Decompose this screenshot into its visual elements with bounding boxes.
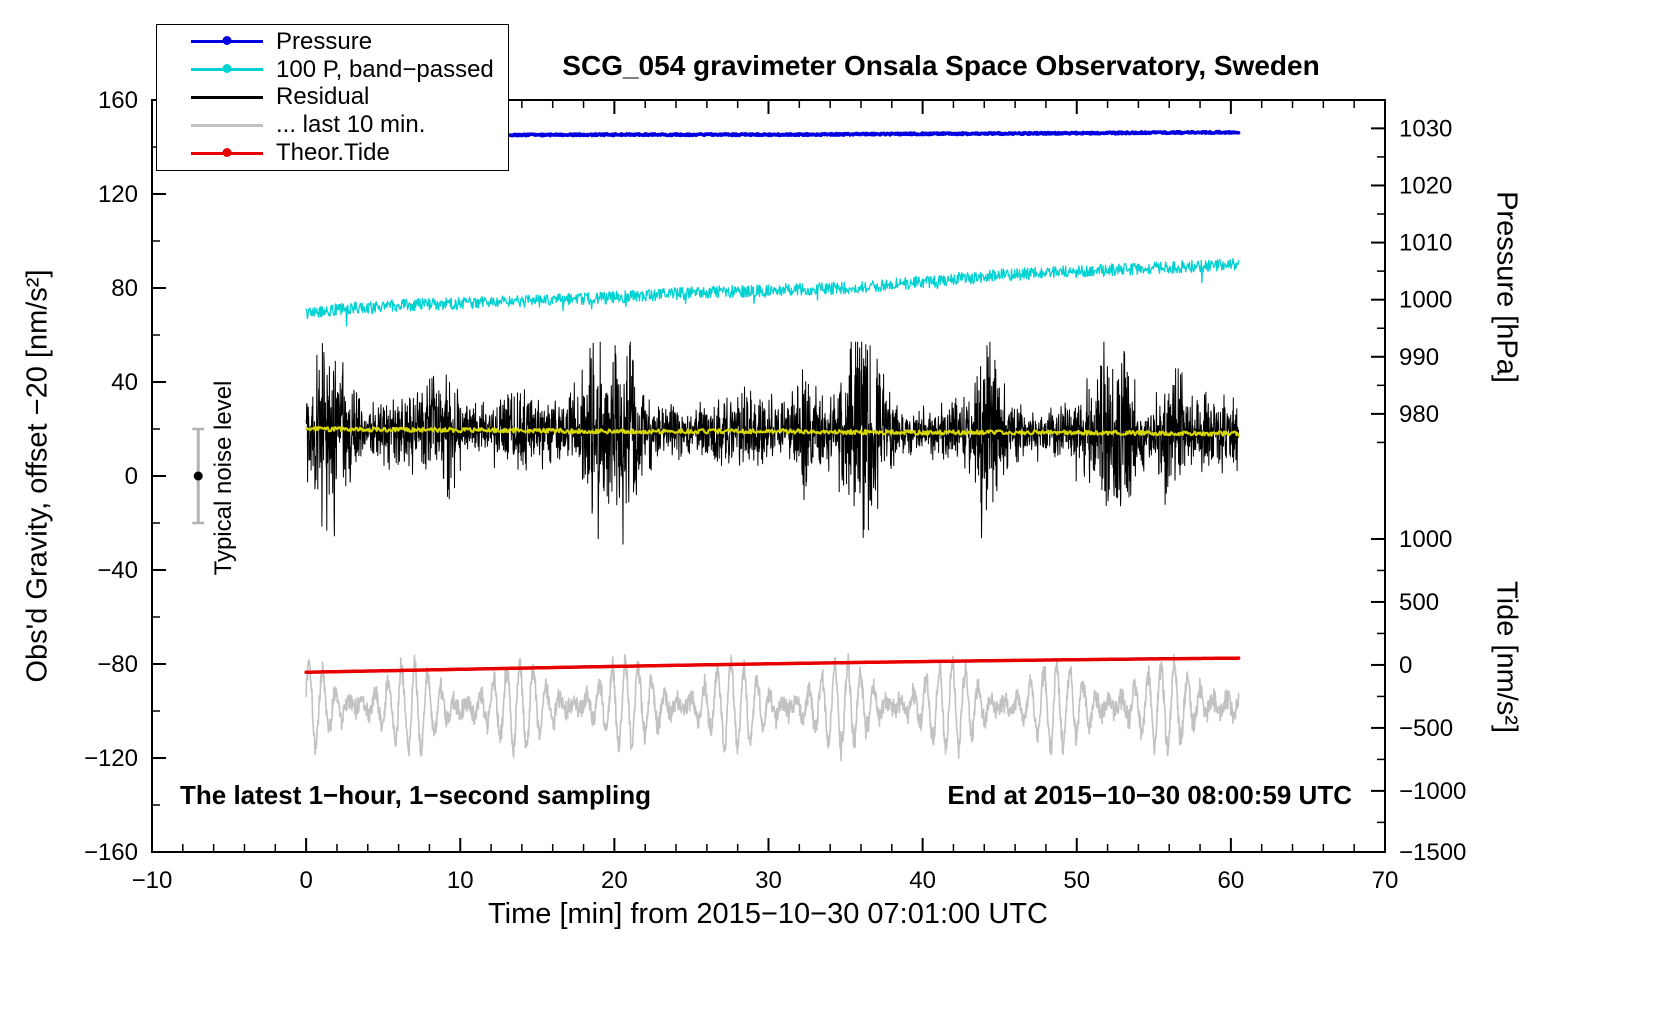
pressure-line-marker-icon bbox=[191, 28, 263, 55]
svg-text:1030: 1030 bbox=[1399, 115, 1452, 142]
chart-title: SCG_054 gravimeter Onsala Space Observat… bbox=[562, 50, 1320, 81]
svg-text:0: 0 bbox=[299, 867, 312, 894]
svg-text:20: 20 bbox=[601, 867, 628, 894]
svg-text:30: 30 bbox=[755, 867, 782, 894]
svg-text:0: 0 bbox=[1399, 652, 1412, 679]
bandpassed-line-marker-icon bbox=[191, 56, 263, 83]
series-residual bbox=[305, 341, 1240, 545]
legend-item-pressure: Pressure bbox=[157, 28, 508, 55]
legend-item-theortide: Theor.Tide bbox=[157, 139, 508, 167]
legend-label: ... last 10 min. bbox=[276, 111, 426, 139]
y-axis-label-pressure: Pressure [hPa] bbox=[1490, 191, 1523, 383]
svg-text:70: 70 bbox=[1372, 867, 1399, 894]
svg-text:60: 60 bbox=[1218, 867, 1245, 894]
svg-text:1000: 1000 bbox=[1399, 526, 1452, 553]
svg-text:−500: −500 bbox=[1399, 715, 1453, 742]
residual-line-marker-icon bbox=[191, 84, 263, 111]
legend-label: Pressure bbox=[276, 27, 373, 55]
legend-label: Theor.Tide bbox=[276, 139, 390, 167]
annotation-sampling: The latest 1−hour, 1−second sampling bbox=[180, 780, 652, 810]
annotation-noise-label: Typical noise level bbox=[210, 380, 237, 576]
legend: Pressure 100 P, band−passed Residual ...… bbox=[156, 24, 509, 171]
noise-level-marker bbox=[192, 427, 205, 525]
plot-series bbox=[304, 129, 1241, 762]
y-axis-label-gravity: Obs'd Gravity, offset −20 [nm/s²] bbox=[21, 269, 54, 683]
series-theor-tide bbox=[304, 656, 1241, 674]
theortide-line-marker-icon bbox=[191, 140, 263, 167]
svg-text:50: 50 bbox=[1063, 867, 1090, 894]
svg-text:−1500: −1500 bbox=[1399, 839, 1466, 866]
svg-text:−10: −10 bbox=[132, 867, 173, 894]
svg-text:40: 40 bbox=[111, 369, 138, 396]
axis-ticks bbox=[151, 99, 1386, 853]
svg-text:−1000: −1000 bbox=[1399, 778, 1466, 805]
legend-label: Residual bbox=[276, 83, 370, 111]
legend-item-last10min: ... last 10 min. bbox=[157, 111, 508, 139]
x-axis-label: Time [min] from 2015−10−30 07:01:00 UTC bbox=[488, 898, 1048, 930]
svg-text:1010: 1010 bbox=[1399, 230, 1452, 257]
svg-text:−80: −80 bbox=[97, 651, 138, 678]
svg-text:−40: −40 bbox=[97, 557, 138, 584]
svg-text:500: 500 bbox=[1399, 589, 1439, 616]
annotation-end-time: End at 2015−10−30 08:00:59 UTC bbox=[947, 780, 1352, 810]
svg-text:990: 990 bbox=[1399, 344, 1439, 371]
svg-text:10: 10 bbox=[447, 867, 474, 894]
svg-text:980: 980 bbox=[1399, 401, 1439, 428]
legend-item-residual: Residual bbox=[157, 83, 508, 111]
legend-label: 100 P, band−passed bbox=[276, 55, 494, 83]
tick-labels: −10 0 10 20 30 40 50 60 7016012080400−40−80−120−… bbox=[84, 87, 1466, 894]
series-last-10-min bbox=[305, 653, 1240, 762]
svg-text:1020: 1020 bbox=[1399, 172, 1452, 199]
svg-text:0: 0 bbox=[125, 463, 138, 490]
last10min-line-marker-icon bbox=[191, 112, 263, 139]
svg-text:−120: −120 bbox=[84, 745, 138, 772]
plot-frame bbox=[151, 99, 1386, 853]
svg-text:160: 160 bbox=[98, 87, 138, 114]
svg-text:−160: −160 bbox=[84, 839, 138, 866]
svg-text:1000: 1000 bbox=[1399, 287, 1452, 314]
svg-text:40: 40 bbox=[909, 867, 936, 894]
series-100-p-band-passed bbox=[305, 258, 1240, 327]
svg-text:120: 120 bbox=[98, 181, 138, 208]
legend-item-bandpassed: 100 P, band−passed bbox=[157, 56, 508, 83]
series-residual-smoothed bbox=[305, 425, 1240, 437]
svg-text:80: 80 bbox=[111, 275, 138, 302]
y-axis-label-tide: Tide [nm/s²] bbox=[1490, 580, 1523, 734]
